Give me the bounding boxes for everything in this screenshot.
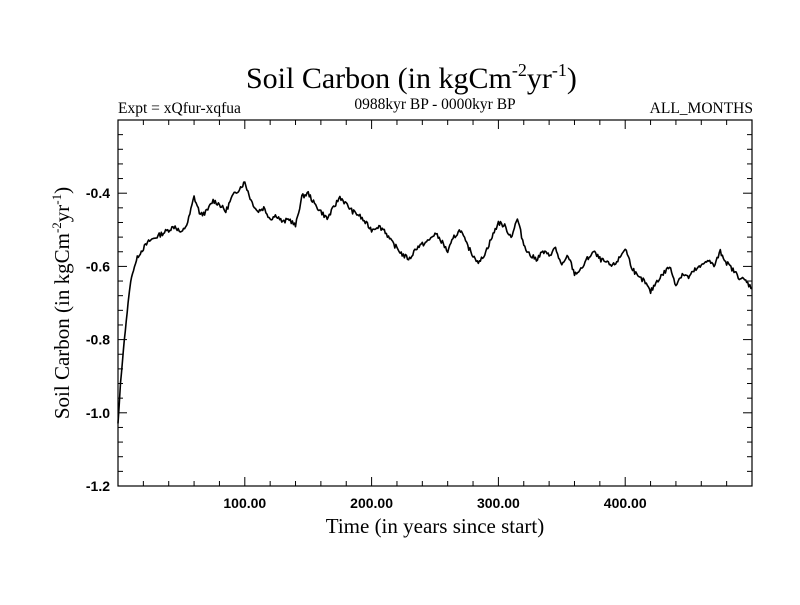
chart-title: Soil Carbon (in kgCm-2yr-1)	[246, 60, 577, 95]
plot-frame	[117, 119, 753, 487]
x-tick-label: 100.00	[223, 495, 266, 511]
y-tick-label: -1.0	[86, 405, 110, 421]
y-tick-label: -1.2	[86, 478, 110, 494]
x-tick-label: 200.00	[350, 495, 393, 511]
subtitle-months: ALL_MONTHS	[650, 100, 753, 117]
series-layer	[117, 181, 752, 424]
subtitle-period: 0988kyr BP - 0000kyr BP	[354, 96, 515, 113]
y-tick-label: -0.4	[86, 185, 110, 201]
y-tick-label: -0.8	[86, 332, 110, 348]
series-line-soil-carbon	[117, 181, 752, 424]
x-tick-label: 300.00	[477, 495, 520, 511]
y-axis-label: Soil Carbon (in kgCm-2yr-1)	[49, 187, 74, 419]
subtitle-expt: Expt = xQfur-xqfua	[118, 100, 241, 117]
tick-labels: 100.00 200.00 300.00 400.00 -1.2 -1.0 -0.8 -0.6…	[86, 185, 647, 511]
y-tick-label: -0.6	[86, 258, 110, 274]
axis-ticks	[118, 120, 752, 487]
x-tick-label: 400.00	[604, 495, 647, 511]
x-axis-label: Time (in years since start)	[326, 514, 545, 538]
